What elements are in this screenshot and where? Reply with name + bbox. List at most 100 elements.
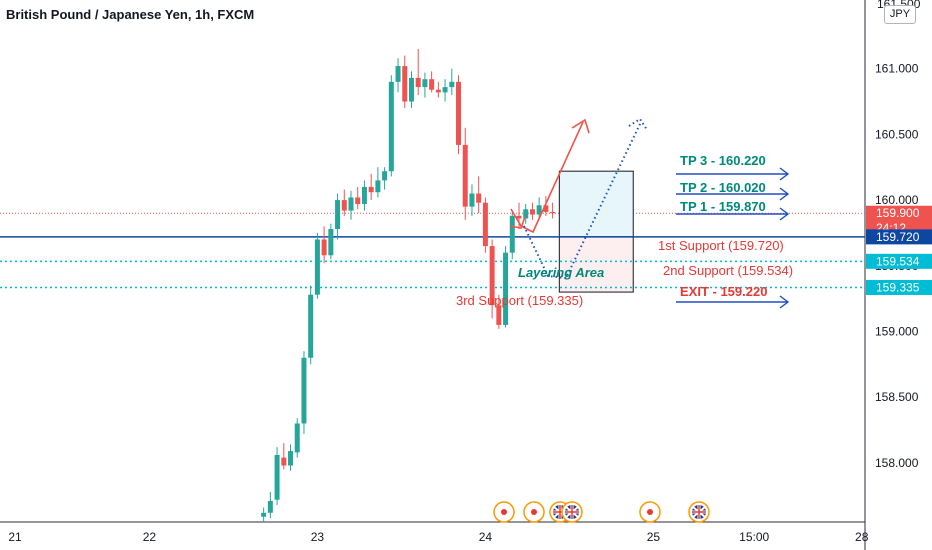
candle-body [294, 423, 300, 453]
time-tick-label: 28 [855, 530, 869, 544]
time-tick-label: 25 [647, 530, 661, 544]
candle-body [261, 512, 267, 517]
exit-arrow [676, 295, 790, 309]
support-3-badge-text: 159.335 [876, 280, 920, 294]
candle-body [328, 228, 334, 256]
time-tick-label: 23 [311, 530, 325, 544]
event-dot-icon[interactable] [523, 501, 545, 523]
tp3-arrow [676, 167, 790, 181]
support-1-badge-text: 159.720 [876, 230, 920, 244]
candle-body [429, 79, 435, 90]
candlestick-series [261, 48, 556, 522]
candle [308, 285, 314, 365]
candle [274, 447, 280, 505]
price-tick-label: 159.000 [875, 324, 919, 338]
candle-body [274, 454, 280, 500]
candle [543, 196, 549, 216]
tp2-label: TP 2 - 160.020 [680, 180, 766, 195]
candle [267, 491, 273, 519]
candle-body [550, 211, 556, 214]
candle-body [469, 193, 475, 207]
candle-body [267, 500, 273, 513]
tp3-label: TP 3 - 160.220 [680, 153, 766, 168]
price-tick-label: 158.000 [875, 456, 919, 470]
candle-body [489, 246, 495, 306]
candle-body [395, 66, 401, 82]
price-tick-label: 161.000 [875, 62, 919, 76]
candle [462, 127, 468, 220]
candle [288, 444, 294, 471]
candle [429, 71, 435, 93]
candle [395, 58, 401, 93]
candle-body [402, 66, 408, 102]
candle [529, 202, 535, 220]
candle [355, 186, 361, 210]
event-dot-icon[interactable] [493, 501, 515, 523]
price-tick-label: 160.500 [875, 127, 919, 141]
tp1-label: TP 1 - 159.870 [680, 199, 766, 214]
uk-flag-icon[interactable] [688, 501, 710, 523]
candle [482, 197, 488, 253]
candle [328, 223, 334, 260]
candle-body [321, 239, 327, 256]
time-tick-label: 15:00 [739, 530, 769, 544]
candle-body [482, 202, 488, 247]
currency-badge[interactable]: JPY [884, 5, 916, 24]
time-tick-label: 24 [479, 530, 493, 544]
candle-body [516, 215, 522, 219]
candle [335, 193, 341, 240]
candle-body [348, 197, 354, 211]
price-tick-label: 158.500 [875, 390, 919, 404]
time-tick-label: 22 [143, 530, 157, 544]
candle [388, 75, 394, 177]
tp1-arrow [676, 207, 790, 221]
candle-body [543, 205, 549, 212]
candle-body [496, 305, 502, 325]
candle-body [314, 239, 320, 295]
uk-flag-icon[interactable] [561, 501, 583, 523]
candle-body [355, 197, 361, 205]
candle [509, 210, 515, 260]
candle [435, 81, 441, 98]
candle-body [509, 215, 515, 253]
layering-zone-box[interactable] [558, 236, 634, 293]
candle-body [435, 89, 441, 93]
target-arrows [676, 167, 790, 309]
support-2-badge [866, 253, 932, 269]
candle [503, 246, 509, 328]
current-price-badge-text: 159.900 [876, 206, 920, 220]
economic-events[interactable] [493, 501, 710, 523]
candle [348, 190, 354, 220]
projection-arrows [509, 117, 648, 280]
candle [550, 202, 556, 219]
red-arrowhead-bottom [509, 216, 526, 229]
candle [415, 48, 421, 95]
support-1-badge [866, 229, 932, 245]
blue-projection-path [523, 121, 642, 280]
candle [469, 184, 475, 216]
candle [422, 72, 428, 98]
time-axis[interactable]: 21 22 23 24 25 15:00 28 [8, 530, 868, 544]
candle-body [281, 457, 287, 466]
candle-body [368, 186, 374, 193]
candle [261, 507, 267, 522]
target-zone-box[interactable] [558, 170, 634, 238]
candle-body [442, 87, 448, 93]
event-dot-icon[interactable] [639, 501, 661, 523]
candle [516, 202, 522, 229]
candle-body [408, 77, 414, 102]
symbol-title: British Pound / Japanese Yen, 1h, FXCM [6, 7, 255, 22]
candle [523, 204, 529, 224]
exit-label: EXIT - 159.220 [680, 284, 767, 299]
candle-body [529, 209, 535, 215]
time-tick-label: 21 [8, 530, 22, 544]
candle-body [375, 180, 381, 193]
support3-label: 3rd Support (159.335) [456, 293, 583, 308]
candle [341, 189, 347, 216]
support-2-badge-text: 159.534 [876, 254, 920, 268]
candle-body [382, 171, 388, 181]
candle-body [536, 205, 542, 215]
candle-body [301, 357, 307, 424]
candle [496, 294, 502, 329]
